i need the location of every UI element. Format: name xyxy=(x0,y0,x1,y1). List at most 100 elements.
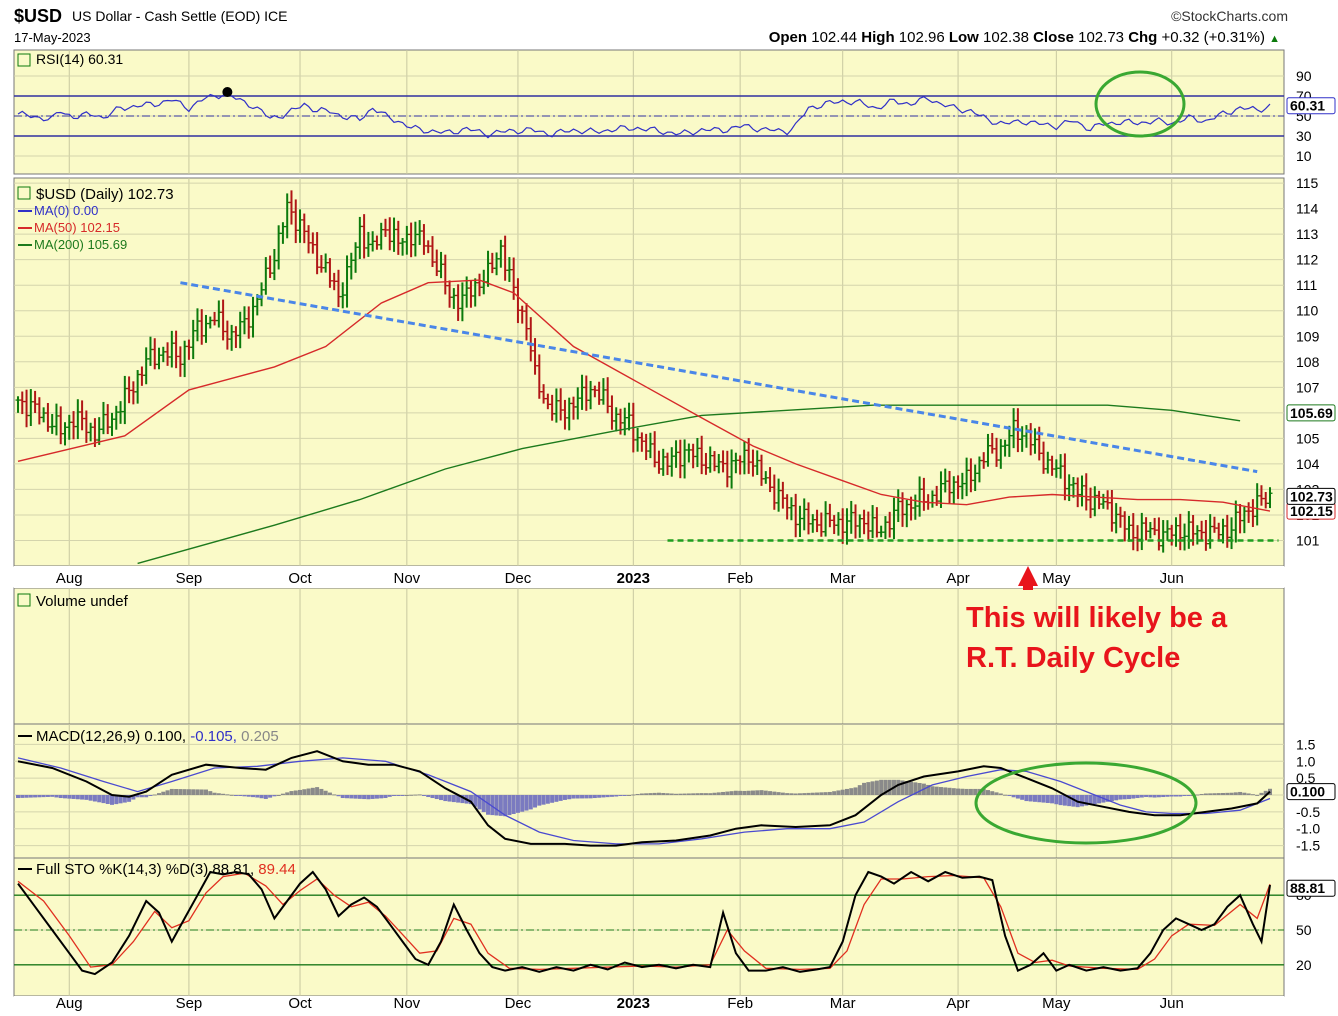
ohlc-readout: Open 102.44 High 102.96 Low 102.38 Close… xyxy=(769,29,1280,46)
macd-histogram-bar xyxy=(434,795,439,800)
high-label: High xyxy=(861,29,895,46)
macd-histogram-bar xyxy=(63,795,68,799)
macd-histogram-bar xyxy=(16,795,20,799)
macd-histogram-bar xyxy=(584,795,589,799)
macd-histogram-bar xyxy=(661,792,666,795)
macd-histogram-bar xyxy=(836,790,841,795)
price-ytick: 109 xyxy=(1296,328,1320,344)
macd-histogram-bar xyxy=(1246,793,1251,795)
macd-histogram-bar xyxy=(468,795,473,805)
macd-histogram-bar xyxy=(1126,795,1131,800)
macd-histogram-bar xyxy=(1109,795,1114,802)
macd-line xyxy=(17,750,1271,847)
macd-histogram-bar xyxy=(1071,795,1076,807)
annotation-line-2: R.T. Daily Cycle xyxy=(966,642,1181,674)
axis2-month-label: Aug xyxy=(56,995,83,1012)
macd-histogram-bar xyxy=(349,795,354,799)
macd-histogram-bar xyxy=(1212,793,1217,795)
macd-histogram-bar xyxy=(139,795,144,798)
macd-histogram-bar xyxy=(409,794,414,796)
macd-histogram-bar xyxy=(1032,795,1037,802)
price-ytick: 107 xyxy=(1296,379,1320,395)
macd-histogram-bar xyxy=(849,788,854,795)
macd-histogram-bar xyxy=(186,789,191,795)
macd-histogram-bar xyxy=(562,795,567,800)
macd-histogram-bar xyxy=(392,795,397,796)
macd-histogram-bar xyxy=(656,792,661,795)
macd-histogram-bar xyxy=(674,793,679,795)
axis1-month-label: May xyxy=(1042,570,1071,587)
macd-histogram-bar xyxy=(575,795,580,799)
macd-histogram-bar xyxy=(806,792,811,795)
macd-histogram-bar xyxy=(439,795,444,801)
date-strip-2 xyxy=(14,996,1284,1016)
macd-histogram-bar xyxy=(938,787,943,795)
macd-histogram-bar xyxy=(1050,795,1055,804)
ma50-line xyxy=(17,279,1271,512)
macd-histogram-bar xyxy=(477,795,482,810)
close-label: Close xyxy=(1033,29,1074,46)
axis1-month-label: Aug xyxy=(56,570,83,587)
macd-histogram-bar xyxy=(909,781,914,795)
price-ytick: 104 xyxy=(1296,456,1320,472)
macd-histogram-bar xyxy=(721,791,726,795)
high-value: 102.96 xyxy=(898,29,945,46)
sto-bg xyxy=(13,857,1285,997)
macd-histogram-bar xyxy=(1220,792,1225,795)
macd-histogram-bar xyxy=(887,779,892,795)
volume-panel: Volume undef xyxy=(13,587,1285,725)
macd-histogram-bar xyxy=(631,794,636,796)
macd-histogram-bar xyxy=(212,792,217,795)
macd-histogram-bar xyxy=(263,795,268,799)
macd-histogram-bar xyxy=(947,787,952,795)
axis1-month-label: 2023 xyxy=(617,570,650,587)
macd-histogram-bar xyxy=(746,790,751,795)
axis1-month-label: Oct xyxy=(288,570,312,587)
macd-histogram-bar xyxy=(1152,795,1157,798)
macd-histogram-bar xyxy=(1092,795,1097,805)
macd-histogram-bar xyxy=(131,795,136,800)
macd-histogram-bar xyxy=(24,795,29,798)
macd-histogram-bar xyxy=(1028,795,1033,802)
macd-histogram-bar xyxy=(165,790,170,795)
macd-histogram-bar xyxy=(178,789,183,795)
macd-histogram-bar xyxy=(105,795,110,804)
macd-histogram-bar xyxy=(75,795,80,800)
macd-ytick: -1.0 xyxy=(1296,821,1320,837)
macd-histogram-bar xyxy=(1225,792,1230,795)
macd-histogram-bar xyxy=(627,795,632,796)
macd-histogram-bar xyxy=(345,795,350,799)
macd-histogram-bar xyxy=(417,794,422,796)
macd-histogram-bar xyxy=(682,793,687,795)
macd-histogram-bar xyxy=(315,787,320,795)
price-bg xyxy=(13,177,1285,567)
axis1-month-label: Mar xyxy=(830,570,856,587)
macd-histogram-bar xyxy=(404,795,409,796)
macd-histogram-bar xyxy=(33,795,38,798)
macd-histogram-bar xyxy=(1114,795,1119,801)
macd-histogram-bar xyxy=(396,795,401,796)
macd-histogram-bar xyxy=(639,793,644,795)
macd-histogram-bar xyxy=(122,795,127,803)
chg-value: +0.32 (+0.31%) xyxy=(1161,29,1265,46)
macd-histogram-bar xyxy=(41,795,46,798)
macd-histogram-bar xyxy=(379,795,384,799)
macd-histogram-bar xyxy=(302,789,307,795)
brand-label[interactable]: ©StockCharts.com xyxy=(1171,8,1288,24)
macd-histogram-bar xyxy=(515,795,520,813)
macd-histogram-bar xyxy=(71,795,76,799)
sto-title-part: Full STO %K(14,3) %D(3) 88.81, xyxy=(36,861,254,878)
macd-histogram-bar xyxy=(225,794,230,796)
sto-last-value-box xyxy=(1286,879,1336,897)
macd-histogram-bar xyxy=(251,795,256,798)
macd-histogram-bar xyxy=(780,792,785,795)
macd-histogram-bar xyxy=(772,791,777,795)
macd-histogram-bar xyxy=(460,795,465,804)
axis2-month-label: Oct xyxy=(288,995,312,1012)
macd-histogram-bar xyxy=(1037,795,1042,803)
rsi-ytick: 10 xyxy=(1296,148,1312,164)
macd-histogram-bar xyxy=(357,795,362,799)
macd-ytick: 1.0 xyxy=(1296,753,1316,769)
